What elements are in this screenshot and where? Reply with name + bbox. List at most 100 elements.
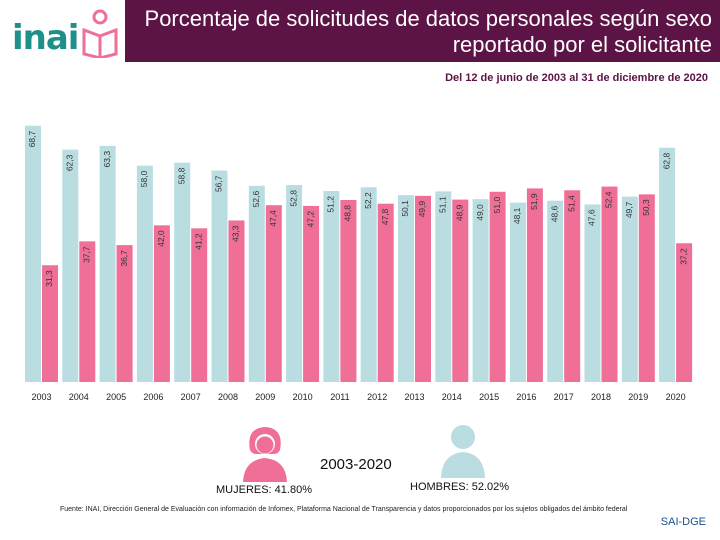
men-bar-2013 <box>398 195 414 382</box>
men-value-label-2006: 58,0 <box>139 170 149 187</box>
women-bar-2008 <box>228 220 245 382</box>
women-bar-2020 <box>676 243 693 382</box>
men-bar-2004 <box>62 149 79 382</box>
man-avatar-icon <box>441 425 485 478</box>
women-value-label-2015: 51,0 <box>492 197 502 214</box>
x-tick-label-2020: 2020 <box>666 392 686 402</box>
women-value-label-2020: 37,2 <box>678 248 688 265</box>
x-tick-label-2005: 2005 <box>106 392 126 402</box>
women-value-label-2003: 31,3 <box>44 270 54 287</box>
women-bar-2011 <box>340 199 357 382</box>
men-bar-2014 <box>435 191 452 382</box>
women-bar-2007 <box>191 228 208 382</box>
women-bar-2005 <box>116 245 133 382</box>
bar-chart: 68,7 31,3 2003 62,3 37,7 2004 63,3 36,7 2005 58,0… <box>25 125 693 402</box>
source-note: Fuente: INAI, Dirección General de Evalu… <box>60 506 628 513</box>
women-value-label-2017: 51,4 <box>566 195 576 212</box>
x-tick-label-2006: 2006 <box>143 392 163 402</box>
women-value-label-2005: 36,7 <box>119 250 129 267</box>
men-bar-2012 <box>360 187 377 382</box>
x-tick-label-2014: 2014 <box>442 392 462 402</box>
men-value-label-2020: 62,8 <box>661 152 671 169</box>
women-bar-2016 <box>526 188 543 382</box>
logo-text: inai <box>12 18 79 58</box>
men-bar-2020 <box>659 147 676 382</box>
men-value-label-2005: 63,3 <box>102 151 112 168</box>
women-bar-2013 <box>415 195 431 382</box>
women-bar-2012 <box>377 203 394 382</box>
men-bar-2003 <box>25 125 41 383</box>
women-bar-2004 <box>79 241 96 382</box>
women-value-label-2004: 37,7 <box>82 246 92 263</box>
x-tick-label-2004: 2004 <box>69 392 89 402</box>
men-value-label-2009: 52,6 <box>251 191 261 208</box>
women-total-label: MUJERES: 41.80% <box>216 484 312 496</box>
women-value-label-2016: 51,9 <box>529 193 539 210</box>
men-value-label-2011: 51,2 <box>326 196 336 213</box>
men-bar-2011 <box>323 191 340 382</box>
women-bar-2009 <box>265 205 282 382</box>
x-tick-label-2013: 2013 <box>404 392 424 402</box>
women-value-label-2009: 47,4 <box>268 210 278 227</box>
women-bar-2018 <box>601 186 618 382</box>
men-bar-2006 <box>136 165 153 382</box>
woman-avatar-icon <box>243 427 287 482</box>
women-bar-2019 <box>638 194 655 382</box>
women-bar-2006 <box>153 225 170 382</box>
men-bar-2010 <box>286 185 303 382</box>
men-bar-2005 <box>99 145 116 382</box>
men-value-label-2007: 58,8 <box>176 167 186 184</box>
men-bar-2018 <box>584 204 601 382</box>
men-value-label-2018: 47,6 <box>587 209 597 226</box>
men-value-label-2012: 52,2 <box>363 192 373 209</box>
men-value-label-2017: 48,6 <box>549 205 559 222</box>
footer-code: SAI-DGE <box>660 516 706 528</box>
men-value-label-2008: 56,7 <box>214 175 224 192</box>
men-bar-2015 <box>472 199 489 382</box>
men-bar-2016 <box>509 202 526 382</box>
men-value-label-2013: 50,1 <box>400 200 410 217</box>
x-tick-label-2009: 2009 <box>255 392 275 402</box>
men-value-label-2014: 51,1 <box>438 196 448 213</box>
x-tick-label-2012: 2012 <box>367 392 387 402</box>
women-value-label-2019: 50,3 <box>641 199 651 216</box>
women-value-label-2014: 48,9 <box>455 204 465 221</box>
men-value-label-2004: 62,3 <box>65 154 75 171</box>
women-bar-2017 <box>564 190 581 382</box>
period-label: 2003-2020 <box>320 456 392 473</box>
x-tick-label-2003: 2003 <box>31 392 51 402</box>
open-book-person-icon <box>82 9 118 58</box>
women-bar-2010 <box>303 205 320 382</box>
men-value-label-2010: 52,8 <box>288 190 298 207</box>
women-value-label-2006: 42,0 <box>156 230 166 247</box>
title-banner: Porcentaje de solicitudes de datos perso… <box>125 0 720 62</box>
women-bar-2014 <box>452 199 469 382</box>
x-tick-label-2008: 2008 <box>218 392 238 402</box>
women-value-label-2007: 41,2 <box>193 233 203 250</box>
women-value-label-2018: 52,4 <box>604 191 614 208</box>
women-value-label-2010: 47,2 <box>305 211 315 228</box>
men-total-label: HOMBRES: 52.02% <box>410 481 510 493</box>
x-tick-label-2016: 2016 <box>516 392 536 402</box>
inai-logo: inai <box>0 0 125 62</box>
x-tick-label-2015: 2015 <box>479 392 499 402</box>
men-bar-2009 <box>248 185 265 382</box>
women-value-label-2012: 47,8 <box>380 208 390 225</box>
women-value-label-2013: 49,9 <box>417 201 427 218</box>
x-tick-label-2019: 2019 <box>628 392 648 402</box>
women-value-label-2011: 48,8 <box>343 205 353 222</box>
x-tick-label-2007: 2007 <box>181 392 201 402</box>
men-bar-2017 <box>547 200 564 382</box>
women-bar-2003 <box>42 265 58 382</box>
men-value-label-2015: 49,0 <box>475 204 485 221</box>
chart-title: Porcentaje de solicitudes de datos perso… <box>144 6 712 57</box>
men-bar-2008 <box>211 170 228 382</box>
men-value-label-2003: 68,7 <box>27 130 37 147</box>
x-tick-label-2011: 2011 <box>330 392 349 402</box>
men-bar-2007 <box>174 162 191 382</box>
chart-subtitle: Del 12 de junio de 2003 al 31 de diciemb… <box>445 72 708 84</box>
men-value-label-2016: 48,1 <box>512 207 522 224</box>
men-bar-2019 <box>621 196 638 382</box>
x-tick-label-2018: 2018 <box>591 392 611 402</box>
men-value-label-2019: 49,7 <box>624 201 634 218</box>
